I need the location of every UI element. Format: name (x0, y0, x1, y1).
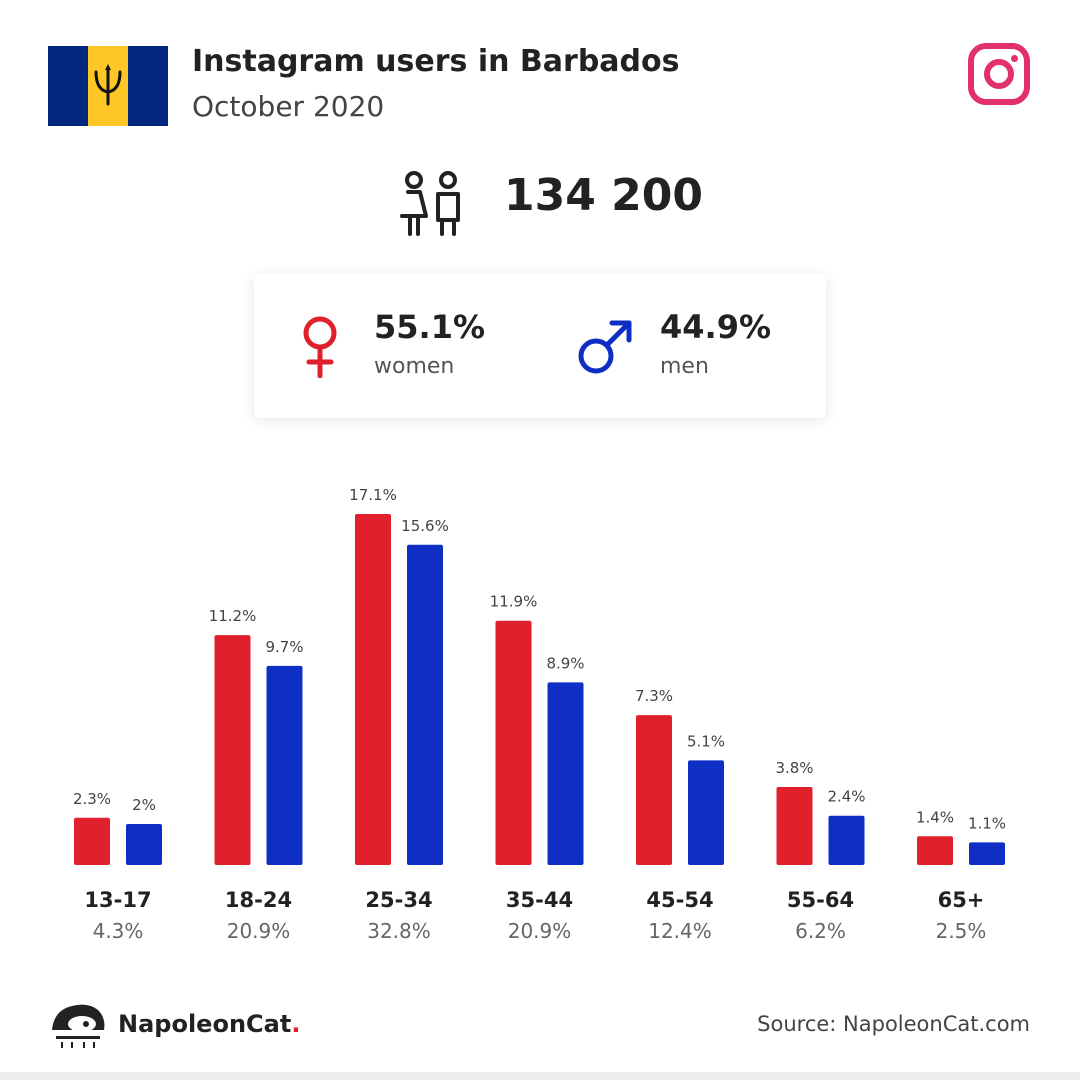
bar-55-64-series-2 (828, 815, 865, 865)
bar-45-54-series-1 (636, 715, 672, 865)
category-label-65+: 65+ (938, 888, 985, 912)
data-label-55-64-series-1: 3.8% (775, 759, 813, 777)
age-gender-bar-chart: 2.3% 2%13-174.3%11.2%9.7%18-2420.9%17.1%1… (73, 486, 1006, 943)
page-subtitle: October 2020 (192, 90, 385, 123)
bar-35-44-series-2 (547, 682, 584, 865)
bar-65+-series-2 (969, 842, 1005, 865)
bar-13-17-series-2 (126, 823, 162, 865)
data-label-45-54-series-2: 5.1% (687, 732, 725, 750)
bar-25-34-series-1 (355, 514, 391, 865)
category-total-45-54: 12.4% (648, 919, 712, 943)
category-label-18-24: 18-24 (225, 888, 292, 912)
women-percentage: 55.1% (374, 308, 486, 346)
data-label-35-44-series-2: 8.9% (546, 654, 584, 672)
total-users-value: 134 200 (504, 170, 704, 221)
category-label-45-54: 45-54 (646, 888, 713, 912)
category-label-35-44: 35-44 (506, 888, 573, 912)
data-label-65+-series-1: 1.4% (916, 808, 954, 826)
men-label: men (660, 354, 709, 379)
data-label-25-34-series-1: 17.1% (349, 486, 397, 504)
bottom-strip (0, 1072, 1080, 1080)
bar-65+-series-1 (917, 836, 953, 865)
barbados-flag-icon (48, 46, 168, 126)
category-label-13-17: 13-17 (84, 888, 151, 912)
data-label-13-17-series-2: 2% (132, 796, 156, 814)
bar-18-24-series-1 (214, 635, 251, 865)
data-label-18-24-series-1: 11.2% (209, 607, 257, 625)
source-text: Source: NapoleonCat.com (757, 1012, 1030, 1036)
category-total-65+: 2.5% (936, 919, 987, 943)
data-label-18-24-series-2: 9.7% (265, 638, 303, 656)
bar-55-64-series-1 (776, 787, 813, 865)
category-total-13-17: 4.3% (93, 919, 144, 943)
data-label-55-64-series-2: 2.4% (827, 788, 865, 806)
data-label-45-54-series-1: 7.3% (635, 687, 673, 705)
data-label-13-17-series-1: 2.3% (73, 790, 111, 808)
category-total-35-44: 20.9% (508, 919, 572, 943)
instagram-icon (968, 43, 1030, 105)
female-symbol-icon (303, 316, 337, 378)
brand-name: NapoleonCat. (118, 1010, 300, 1038)
category-label-25-34: 25-34 (365, 888, 432, 912)
brand-text: NapoleonCat (118, 1010, 292, 1038)
male-symbol-icon (578, 320, 632, 374)
category-label-55-64: 55-64 (787, 888, 854, 912)
bar-18-24-series-2 (266, 665, 303, 865)
category-total-18-24: 20.9% (227, 919, 291, 943)
bar-13-17-series-1 (74, 817, 110, 865)
napoleoncat-logo-icon (52, 1004, 105, 1048)
bar-35-44-series-1 (495, 620, 532, 865)
data-label-25-34-series-2: 15.6% (401, 517, 449, 535)
brand-dot: . (291, 1010, 301, 1038)
data-label-65+-series-2: 1.1% (968, 814, 1006, 832)
bar-25-34-series-2 (407, 544, 443, 865)
category-total-25-34: 32.8% (367, 919, 431, 943)
people-icon (400, 171, 460, 236)
category-total-55-64: 6.2% (795, 919, 846, 943)
data-label-35-44-series-1: 11.9% (490, 593, 538, 611)
women-label: women (374, 354, 455, 379)
men-percentage: 44.9% (660, 308, 772, 346)
page-title: Instagram users in Barbados (192, 44, 680, 79)
gender-split-card: 55.1% women 44.9% men (254, 274, 826, 418)
bar-45-54-series-2 (688, 760, 724, 865)
